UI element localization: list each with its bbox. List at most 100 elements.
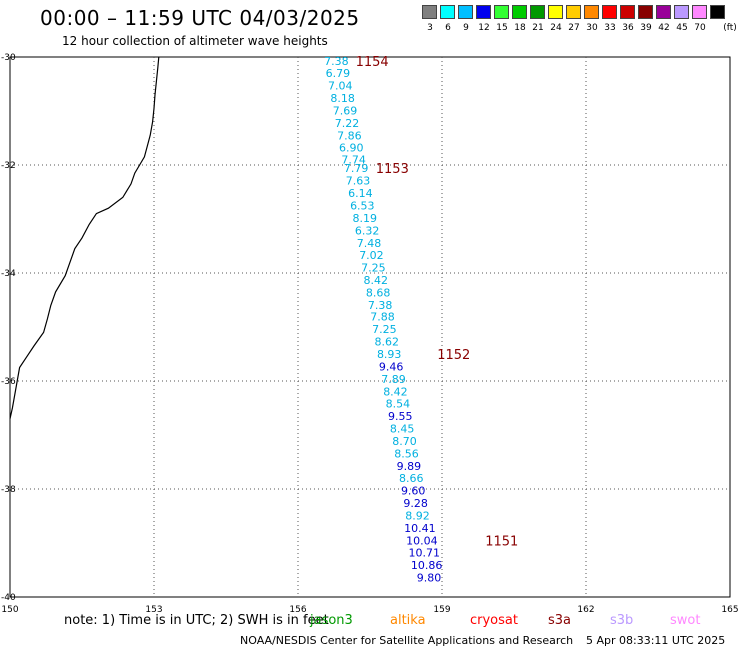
scale-swatch [710,5,725,19]
wave-height-value: 7.69 [333,104,358,117]
wave-height-value: 7.86 [337,129,362,142]
latitude-tick-label: -38 [1,485,16,495]
longitude-tick-label: 156 [289,605,306,615]
scale-label: 42 [658,23,670,33]
pass-time-label: 1151 [485,534,518,549]
scale-label: 70 [694,23,706,33]
scale-swatch [638,5,653,19]
wave-height-value: 10.41 [404,522,436,535]
wave-height-value: 6.14 [348,187,373,200]
longitude-tick-label: 165 [721,605,738,615]
scale-unit-label: (ft) [723,23,737,33]
wave-height-value: 9.46 [379,360,404,373]
latitude-tick-label: -30 [1,53,16,63]
satellite-legend-item: jason3 [310,613,353,628]
scale-label: 30 [586,23,598,33]
wave-height-value: 6.79 [326,67,351,80]
wave-height-value: 8.92 [405,509,430,522]
longitude-tick-label: 153 [145,605,162,615]
scale-swatch [476,5,491,19]
scale-label: 12 [478,23,490,33]
latitude-tick-label: -32 [1,161,16,171]
scale-swatch [584,5,599,19]
scale-swatch [422,5,437,19]
wave-height-value: 8.42 [383,385,408,398]
wave-height-value: 10.04 [406,534,438,547]
scale-swatch [440,5,455,19]
wave-height-value: 8.62 [375,336,400,349]
wave-height-value: 7.22 [335,117,360,130]
wave-height-value: 8.19 [352,212,377,225]
wave-height-value: 6.53 [350,200,375,213]
scale-swatch [692,5,707,19]
longitude-tick-label: 162 [577,605,594,615]
longitude-tick-label: 150 [1,605,18,615]
scale-label: 39 [640,23,652,33]
pass-time-label: 1154 [356,55,389,70]
scale-label: 24 [550,23,562,33]
generated-timestamp: 5 Apr 08:33:11 UTC 2025 [586,634,726,647]
scale-swatch [458,5,473,19]
wave-height-value: 7.89 [381,373,406,386]
scale-swatch [548,5,563,19]
satellite-legend-item: s3a [548,613,572,628]
satellite-legend-item: altika [390,613,426,628]
page-subtitle: 12 hour collection of altimeter wave hei… [62,34,328,48]
latitude-tick-label: -34 [1,269,16,279]
scale-swatch [656,5,671,19]
wave-height-value: 8.68 [366,286,391,299]
wave-height-value: 7.25 [361,262,386,275]
wave-height-value: 7.38 [324,55,349,68]
coastline [9,56,160,419]
wave-height-value: 7.25 [372,323,397,336]
scale-label: 33 [604,23,616,33]
scale-swatch [530,5,545,19]
scale-swatch [512,5,527,19]
scale-swatch [566,5,581,19]
wave-height-value: 7.74 [341,154,366,167]
wave-height-value: 7.79 [344,162,369,175]
wave-height-value: 9.80 [417,572,442,585]
wave-height-value: 10.86 [411,559,443,572]
scale-label: 21 [532,23,544,33]
pass-time-label: 1152 [437,348,470,363]
satellite-legend-item: cryosat [470,613,518,628]
wave-height-value: 9.28 [403,497,428,510]
wave-height-value: 7.02 [359,249,384,262]
wave-height-value: 9.55 [388,410,413,423]
scale-label: 27 [568,23,580,33]
wave-height-value: 8.18 [330,92,355,105]
wave-height-value: 7.88 [370,311,395,324]
latitude-tick-label: -36 [1,377,16,387]
wave-height-value: 8.66 [399,472,424,485]
scale-swatch [620,5,635,19]
wave-height-value: 6.32 [355,224,380,237]
wave-height-value: 7.48 [357,237,382,250]
wave-height-value: 7.04 [328,80,353,93]
page-title: 00:00 – 11:59 UTC 04/03/2025 [40,6,360,30]
pass-time-label: 1153 [376,162,409,177]
scale-label: 36 [622,23,634,33]
map-frame [9,56,731,598]
scale-swatch [674,5,689,19]
wave-height-value: 8.45 [390,423,415,436]
scale-swatch [494,5,509,19]
scale-label: 6 [445,23,451,33]
scale-label: 45 [676,23,688,33]
scale-swatch [602,5,617,19]
wave-height-value: 8.54 [386,398,411,411]
wave-height-value: 10.71 [408,547,440,560]
wave-height-value: 8.70 [392,435,417,448]
wave-height-value: 8.56 [394,447,419,460]
wave-height-value: 9.89 [397,460,422,473]
wave-height-value: 7.63 [346,175,371,188]
satellite-legend-item: swot [670,613,701,628]
wave-height-value: 8.42 [364,274,389,287]
footnote: note: 1) Time is in UTC; 2) SWH is in fe… [64,613,329,628]
longitude-tick-label: 159 [433,605,450,615]
credit-line: NOAA/NESDIS Center for Satellite Applica… [240,634,574,647]
wave-height-value: 7.38 [368,299,393,312]
latitude-tick-label: -40 [1,593,16,603]
wave-height-value: 8.93 [377,348,402,361]
